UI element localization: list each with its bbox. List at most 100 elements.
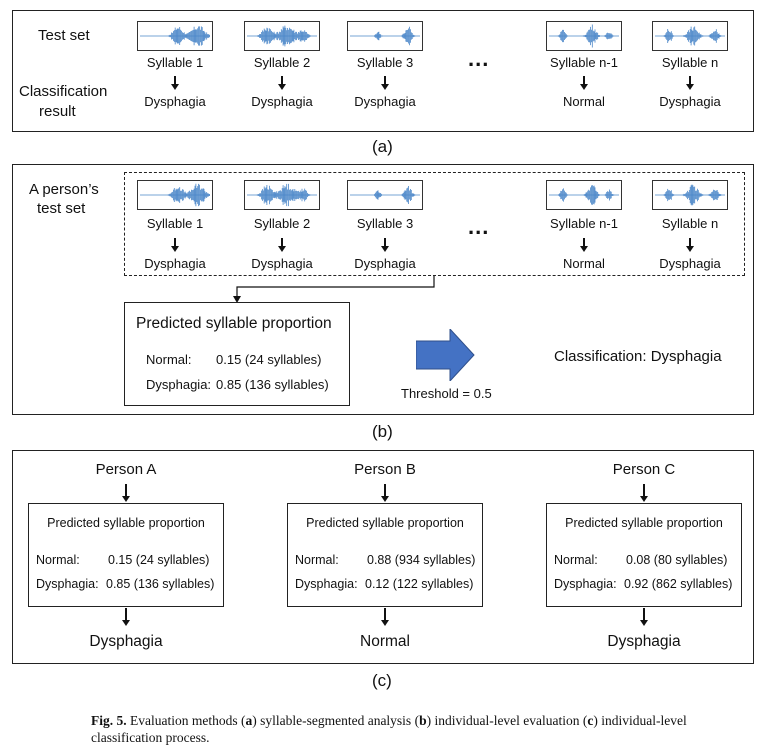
arrow-line	[174, 76, 176, 85]
a-syllable-result-3: Dysphagia	[354, 94, 416, 109]
classification-result-b: Classification: Dysphagia	[554, 348, 722, 365]
panel-b-label: (b)	[372, 422, 393, 441]
a-syllable-result-2: Dysphagia	[251, 94, 313, 109]
a-syllable-name-2: Syllable 2	[253, 55, 311, 70]
figure-caption: Fig. 5. Evaluation methods (a) syllable-…	[91, 712, 731, 746]
arrow-head	[122, 496, 130, 502]
ellipsis-a: ...	[468, 46, 490, 71]
a-syllable-result-1: Dysphagia	[144, 94, 206, 109]
dysphagia-label-2: Dysphagia:	[295, 577, 358, 591]
b-waveform-2	[244, 180, 320, 210]
person-name-3: Person C	[612, 461, 676, 478]
panel-c	[12, 450, 754, 664]
panel-a	[12, 10, 754, 132]
threshold-label: Threshold = 0.5	[401, 386, 492, 401]
arrow-head	[278, 246, 286, 252]
b-syllable-result-5: Dysphagia	[659, 256, 721, 271]
a-syllable-name-5: Syllable n	[661, 55, 719, 70]
classification-result-label-2: result	[39, 103, 76, 120]
dysphagia-value-b: 0.85 (136 syllables)	[216, 377, 329, 392]
arrow-head	[171, 84, 179, 90]
arrow-line	[384, 76, 386, 85]
a-syllable-result-4: Normal	[563, 94, 605, 109]
arrow-line	[689, 76, 691, 85]
caption-letter-b: b	[419, 713, 427, 728]
a-waveform-5	[652, 21, 728, 51]
arrow-line	[281, 238, 283, 247]
normal-label-b: Normal:	[146, 352, 192, 367]
proportion-box-2	[287, 503, 483, 607]
normal-label-2: Normal:	[295, 553, 339, 567]
normal-value-2: 0.88 (934 syllables)	[367, 553, 476, 567]
proportion-title-1: Predicted syllable proportion	[47, 516, 205, 530]
caption-text-4: ) individual-level classification proces…	[91, 713, 687, 745]
arrow-head	[580, 84, 588, 90]
b-syllable-result-1: Dysphagia	[144, 256, 206, 271]
right-arrow-icon	[416, 329, 475, 381]
arrow-head	[171, 246, 179, 252]
a-syllable-name-3: Syllable 3	[356, 55, 414, 70]
caption-text-3: ) individual-level evaluation (	[426, 713, 588, 728]
b-syllable-result-2: Dysphagia	[251, 256, 313, 271]
a-syllable-name-4: Syllable n-1	[550, 55, 618, 70]
arrow-line	[643, 608, 645, 621]
arrow-line	[643, 484, 645, 497]
arrow-head	[580, 246, 588, 252]
arrow-head	[381, 246, 389, 252]
arrow-head	[640, 496, 648, 502]
normal-value-1: 0.15 (24 syllables)	[108, 553, 210, 567]
person-test-set-label-1: A person’s	[29, 181, 99, 198]
b-waveform-5	[652, 180, 728, 210]
proportion-title-3: Predicted syllable proportion	[565, 516, 723, 530]
caption-letter-c: c	[587, 713, 594, 728]
b-syllable-name-3: Syllable 3	[356, 216, 414, 231]
arrow-line	[125, 484, 127, 497]
person-test-set-label-2: test set	[37, 200, 86, 217]
a-waveform-3	[347, 21, 423, 51]
dysphagia-label-1: Dysphagia:	[36, 577, 99, 591]
normal-label-3: Normal:	[554, 553, 598, 567]
test-set-dashed-group	[124, 172, 745, 276]
arrow-head	[122, 620, 130, 626]
b-waveform-1	[137, 180, 213, 210]
a-waveform-2	[244, 21, 320, 51]
b-syllable-name-5: Syllable n	[661, 216, 719, 231]
dysphagia-label-3: Dysphagia:	[554, 577, 617, 591]
arrow-line	[689, 238, 691, 247]
proportion-box-3	[546, 503, 742, 607]
a-waveform-4	[546, 21, 622, 51]
arrow-head	[686, 246, 694, 252]
dysphagia-value-1: 0.85 (136 syllables)	[106, 577, 215, 591]
b-syllable-name-2: Syllable 2	[253, 216, 311, 231]
b-syllable-result-3: Dysphagia	[354, 256, 416, 271]
dysphagia-label-b: Dysphagia:	[146, 377, 212, 392]
arrow-line	[384, 608, 386, 621]
arrow-line	[384, 238, 386, 247]
normal-value-b: 0.15 (24 syllables)	[216, 352, 322, 367]
panel-c-label: (c)	[372, 671, 392, 690]
caption-letter-a: a	[245, 713, 253, 728]
panel-a-label: (a)	[372, 137, 393, 156]
dysphagia-value-2: 0.12 (122 syllables)	[365, 577, 474, 591]
arrow-line	[174, 238, 176, 247]
arrow-line	[281, 76, 283, 85]
arrow-line	[583, 238, 585, 247]
a-waveform-1	[137, 21, 213, 51]
ellipsis-b: ...	[468, 214, 490, 239]
arrow-head	[381, 496, 389, 502]
person-result-3: Dysphagia	[607, 633, 681, 650]
arrow-line	[125, 608, 127, 621]
test-set-label: Test set	[38, 27, 90, 44]
b-syllable-result-4: Normal	[563, 256, 605, 271]
proportion-title-2: Predicted syllable proportion	[306, 516, 464, 530]
a-syllable-result-5: Dysphagia	[659, 94, 721, 109]
b-waveform-3	[347, 180, 423, 210]
arrow-head	[278, 84, 286, 90]
connector-arrow-b	[233, 276, 435, 303]
person-result-1: Dysphagia	[89, 633, 163, 650]
arrow-line	[384, 484, 386, 497]
arrow-head	[381, 84, 389, 90]
proportion-box-1	[28, 503, 224, 607]
arrow-line	[583, 76, 585, 85]
caption-text-2: ) syllable-segmented analysis (	[252, 713, 420, 728]
